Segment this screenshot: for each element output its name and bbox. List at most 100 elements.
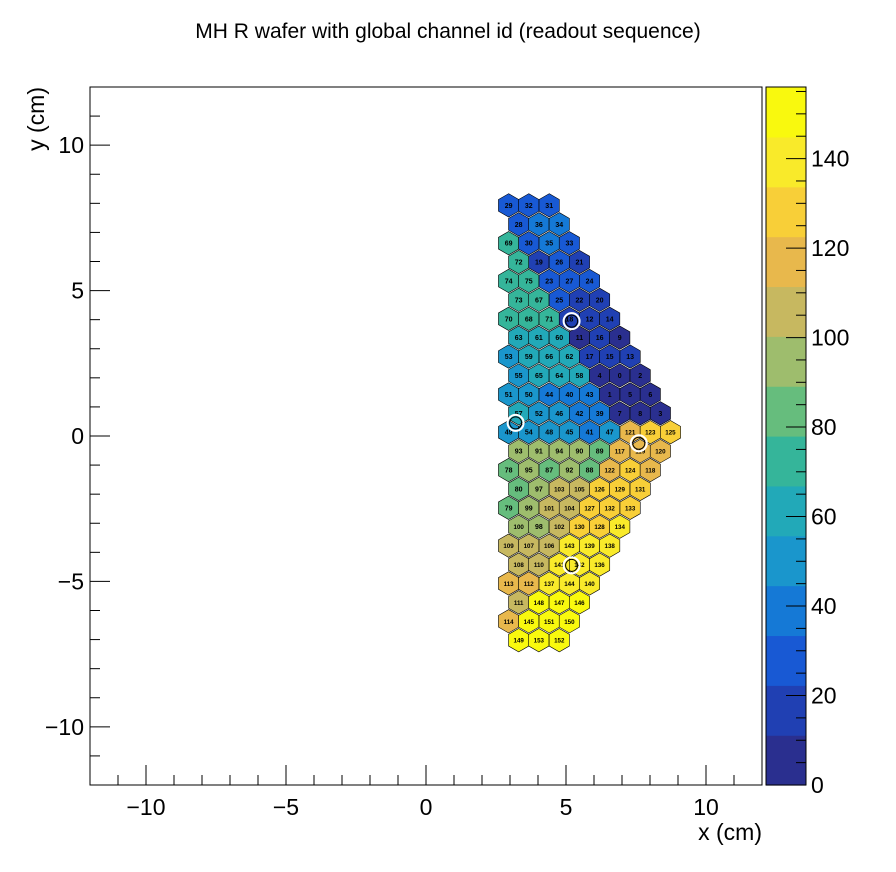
colorbar bbox=[765, 86, 807, 786]
cell-id-label: 23 bbox=[545, 278, 553, 285]
cell-id-label: 89 bbox=[596, 449, 604, 456]
cell-id-label: 2 bbox=[638, 373, 642, 380]
cell-id-label: 73 bbox=[515, 297, 523, 304]
calibration-markers bbox=[506, 312, 648, 575]
cell-id-label: 104 bbox=[564, 505, 575, 512]
cell-id-label: 26 bbox=[555, 260, 563, 267]
wafer-cell bbox=[568, 250, 590, 275]
cell-id-label: 71 bbox=[545, 316, 553, 323]
cell-id-label: 59 bbox=[525, 354, 533, 361]
cell-id-label: 4 bbox=[598, 373, 602, 380]
cell-id-label: 53 bbox=[505, 354, 513, 361]
wafer-cell bbox=[639, 457, 661, 483]
cell-id-label: 110 bbox=[534, 562, 545, 569]
cell-id-label: 129 bbox=[615, 486, 626, 493]
cell-id-label: 133 bbox=[625, 505, 636, 512]
cell-id-label: 50 bbox=[525, 392, 533, 399]
cell-id-label: 95 bbox=[525, 468, 533, 475]
cell-id-label: 80 bbox=[515, 486, 523, 493]
cell-id-label: 24 bbox=[586, 278, 594, 285]
cell-id-label: 19 bbox=[535, 260, 543, 267]
wafer-cell bbox=[579, 571, 600, 596]
cell-id-label: 12 bbox=[586, 316, 594, 323]
cell-id-label: 122 bbox=[605, 468, 616, 475]
cell-id-label: 141 bbox=[554, 562, 565, 569]
cell-id-label: 48 bbox=[545, 430, 553, 437]
cell-id-label: 148 bbox=[534, 600, 545, 607]
cell-id-label: 88 bbox=[586, 468, 594, 475]
cell-id-label: 13 bbox=[626, 354, 634, 361]
cell-id-label: 0 bbox=[618, 373, 622, 380]
colorbar-band bbox=[766, 585, 806, 637]
cell-id-label: 100 bbox=[514, 524, 525, 531]
x-tick-label: −10 bbox=[126, 794, 165, 820]
cell-id-label: 46 bbox=[555, 411, 563, 418]
wafer-cell bbox=[639, 382, 661, 407]
cell-id-label: 101 bbox=[544, 505, 555, 512]
calibration-marker bbox=[629, 434, 648, 453]
cell-id-label: 39 bbox=[596, 411, 604, 418]
cell-id-label: 22 bbox=[576, 297, 584, 304]
colorbar-band bbox=[766, 485, 806, 537]
cell-id-label: 94 bbox=[555, 449, 563, 456]
cell-id-label: 65 bbox=[535, 373, 543, 380]
cell-id-label: 102 bbox=[554, 524, 565, 531]
cell-id-label: 91 bbox=[535, 449, 543, 456]
cell-id-label: 152 bbox=[554, 638, 565, 645]
cell-id-label: 35 bbox=[545, 241, 553, 248]
cell-id-label: 106 bbox=[544, 543, 555, 550]
wafer-cell bbox=[619, 344, 641, 369]
colorbar-tick-label: 20 bbox=[811, 683, 837, 709]
cell-id-label: 132 bbox=[605, 505, 616, 512]
cell-id-label: 17 bbox=[586, 354, 594, 361]
x-tick-label: 10 bbox=[693, 794, 719, 820]
wafer-cell bbox=[548, 628, 570, 653]
y-tick-label: 10 bbox=[58, 132, 84, 158]
cell-id-label: 144 bbox=[564, 581, 575, 588]
calibration-marker-inner bbox=[509, 416, 523, 430]
cell-id-label: 15 bbox=[606, 354, 614, 361]
cell-id-label: 55 bbox=[515, 373, 523, 380]
cell-id-label: 140 bbox=[584, 581, 595, 588]
wafer-cell bbox=[649, 439, 671, 464]
cell-id-label: 25 bbox=[555, 297, 563, 304]
cell-id-label: 131 bbox=[635, 486, 646, 493]
cell-id-label: 27 bbox=[565, 278, 573, 285]
colorbar-band bbox=[766, 136, 806, 188]
wafer-cell bbox=[538, 193, 560, 218]
cell-id-label: 45 bbox=[565, 430, 573, 437]
cell-id-label: 98 bbox=[535, 524, 543, 531]
cell-id-label: 153 bbox=[534, 638, 545, 645]
cell-id-label: 145 bbox=[524, 619, 535, 626]
cell-id-label: 109 bbox=[503, 543, 514, 550]
wafer-cell bbox=[548, 212, 570, 237]
y-tick-label: 0 bbox=[71, 423, 84, 449]
cell-id-label: 118 bbox=[645, 468, 656, 475]
cell-id-label: 52 bbox=[535, 411, 543, 418]
cell-id-label: 111 bbox=[514, 600, 524, 607]
cell-id-label: 32 bbox=[525, 203, 533, 210]
colorbar-tick-label: 120 bbox=[811, 235, 849, 261]
colorbar-band bbox=[766, 436, 806, 487]
cell-id-label: 43 bbox=[586, 392, 594, 399]
calibration-marker bbox=[562, 312, 581, 331]
wafer-cell bbox=[609, 514, 631, 539]
cell-id-label: 128 bbox=[594, 524, 605, 531]
cell-id-label: 51 bbox=[505, 392, 513, 399]
cell-id-label: 112 bbox=[524, 581, 535, 588]
cell-id-label: 138 bbox=[605, 543, 616, 550]
cell-id-label: 20 bbox=[596, 297, 604, 304]
cell-id-label: 68 bbox=[525, 316, 533, 323]
cell-id-label: 97 bbox=[535, 486, 543, 493]
x-tick-label: 5 bbox=[560, 794, 573, 820]
colorbar-tick-label: 80 bbox=[811, 414, 837, 440]
colorbar-band bbox=[766, 87, 806, 138]
cell-id-label: 134 bbox=[615, 524, 626, 531]
chart-title: MH R wafer with global channel id (reado… bbox=[195, 20, 700, 43]
wafer-cell bbox=[609, 325, 631, 350]
cell-id-label: 61 bbox=[535, 335, 543, 342]
cell-id-label: 64 bbox=[555, 373, 563, 380]
y-tick-label: −5 bbox=[58, 568, 84, 594]
cell-id-label: 70 bbox=[505, 316, 513, 323]
